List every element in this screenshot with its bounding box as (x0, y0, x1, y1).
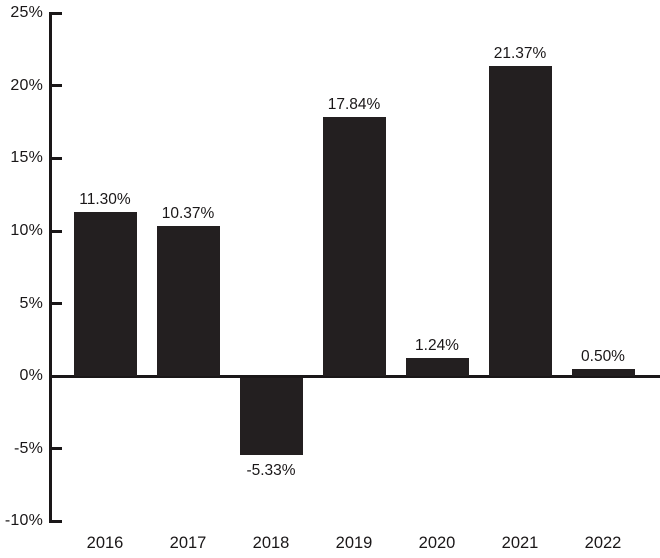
x-axis-label-2016: 2016 (86, 534, 124, 552)
bar-2017 (156, 225, 220, 376)
x-axis-label-2019: 2019 (335, 534, 373, 552)
bar-2019 (322, 117, 386, 376)
zero-baseline (49, 374, 660, 378)
y-axis-tick (49, 519, 62, 523)
bar-2020 (405, 358, 469, 376)
y-axis-tick-label: 0% (19, 367, 43, 384)
x-axis-label-2018: 2018 (252, 534, 290, 552)
bar-2021 (488, 65, 552, 376)
y-axis-tick-label: 25% (10, 4, 43, 21)
x-axis-label-2020: 2020 (418, 534, 456, 552)
bar-value-label: 10.37% (161, 204, 215, 222)
bar-2022 (571, 368, 635, 376)
y-axis-tick-label: 20% (10, 76, 43, 94)
bar-value-label: 0.50% (581, 347, 625, 365)
y-axis-tick-label: 10% (10, 222, 43, 239)
bar-2018 (239, 377, 303, 455)
y-axis-tick-label: 15% (10, 149, 43, 166)
bar-value-label: 11.30% (79, 191, 131, 208)
y-axis-tick-label: -5% (13, 439, 43, 457)
x-axis-label-2017: 2017 (169, 534, 207, 552)
y-axis-tick (49, 302, 62, 305)
y-axis-tick (49, 84, 62, 87)
x-axis-label-2021: 2021 (501, 534, 539, 552)
bar-value-label: 21.37% (493, 44, 547, 62)
y-axis-tick (49, 229, 62, 233)
y-axis-tick (49, 156, 62, 160)
y-axis-tick-label: 5% (19, 294, 43, 312)
y-axis-tick (49, 447, 62, 450)
bar-value-label: 17.84% (327, 96, 381, 113)
y-axis-line (49, 11, 52, 523)
y-axis-tick (49, 11, 62, 15)
bar-value-label: 1.24% (415, 337, 459, 354)
bar-2016 (73, 212, 137, 376)
y-axis-tick-label: -10% (4, 512, 43, 529)
x-axis-label-2022: 2022 (584, 534, 622, 552)
bar-value-label: -5.33% (246, 461, 296, 479)
